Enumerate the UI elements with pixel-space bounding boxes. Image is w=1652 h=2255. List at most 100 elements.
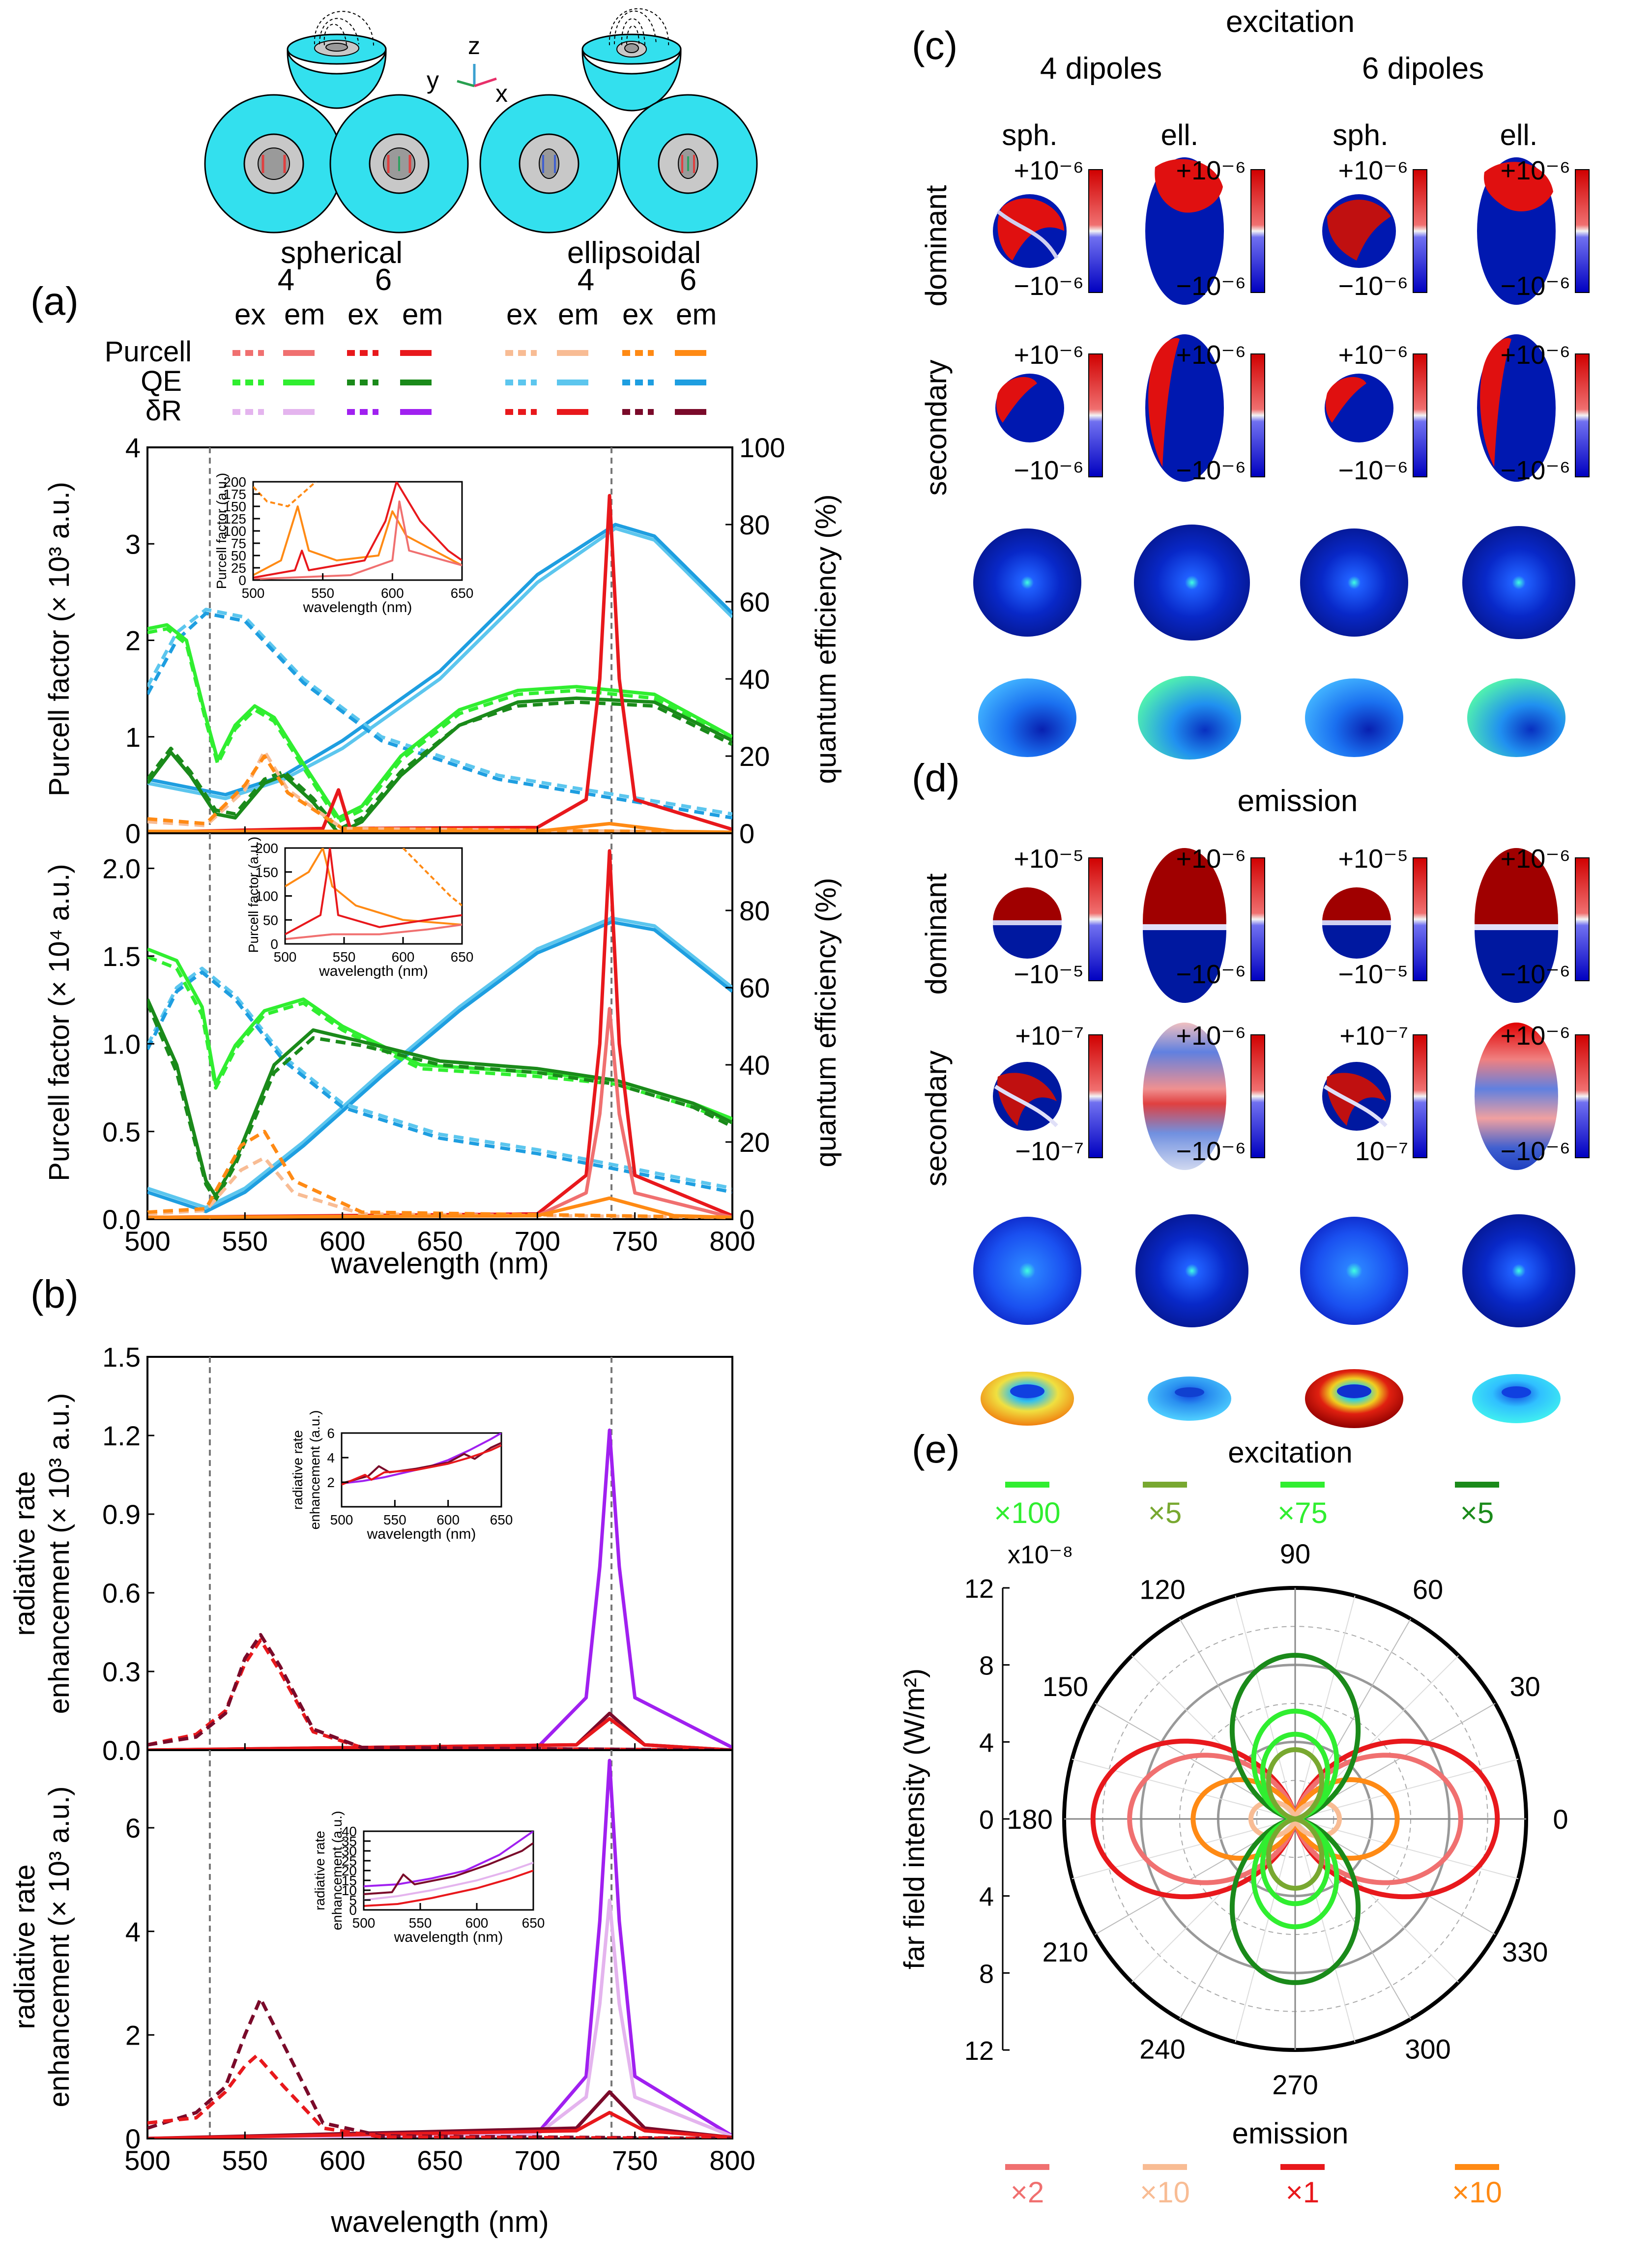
radial-tick-label: 4 (979, 1882, 994, 1912)
surface-sph-6-emission-dominant (1322, 887, 1391, 959)
emission-scale-label: ×10 (1452, 2176, 1502, 2209)
y-tick-label: 6 (327, 1426, 335, 1441)
radial-tick-label: 0 (979, 1805, 994, 1835)
schematic-dome-spherical (287, 11, 387, 109)
c-colorbar-min: −10⁻⁶ (1501, 456, 1570, 485)
series-line (147, 821, 732, 833)
farfield-c-3 (1305, 678, 1403, 757)
x-tick-label: 500 (124, 2145, 170, 2176)
polar-angle-label: 180 (1007, 1804, 1052, 1835)
y2-tick-label: 80 (739, 895, 770, 926)
plot-frame-a-top-inset (252, 481, 463, 581)
d-colorbar-min: −10⁻⁶ (1501, 1137, 1570, 1166)
series-line (147, 623, 732, 820)
series-group (342, 1433, 501, 1486)
y-tick-label: 4 (125, 432, 141, 463)
y-axis-label: Purcell factor (a.u.) (214, 473, 229, 589)
x-axis-label: wavelength (nm) (330, 2205, 549, 2238)
x-tick-label: 600 (319, 2145, 365, 2176)
d-colorbar-min: −10⁻⁶ (1501, 960, 1570, 989)
excitation-scale-label: ×5 (1148, 1496, 1182, 1529)
axis-x-label: x (495, 80, 508, 107)
panel-e-excitation: excitation (1228, 1436, 1352, 1469)
polar-angle-label: 60 (1413, 1574, 1443, 1605)
d-colorbar-max: +10⁻⁵ (1014, 844, 1084, 874)
series-line (364, 1862, 533, 1901)
series-line (364, 1842, 533, 1895)
series-line (285, 924, 462, 940)
y2-tick-label: 100 (739, 432, 785, 463)
polar-angle-label: 300 (1405, 2034, 1450, 2065)
c-colorbar-min: −10⁻⁶ (1176, 456, 1246, 485)
axis-z-label: z (468, 32, 480, 59)
surface-ell-4-emission-dominant (1143, 848, 1226, 1003)
polar-spoke (1295, 1818, 1356, 2043)
y-tick-label: 5 (349, 1893, 357, 1908)
y-axis-label: radiative rate (312, 1831, 327, 1910)
y2-tick-label: 20 (739, 1127, 770, 1158)
polar-spoke (1235, 1595, 1296, 1819)
y-tick-label: 2 (125, 625, 141, 656)
y-tick-label: 200 (223, 474, 246, 490)
c-colorbar (1250, 169, 1265, 293)
d-colorbar-max: +10⁻⁶ (1501, 1021, 1570, 1051)
d-colorbar-max: +10⁻⁶ (1501, 844, 1570, 874)
d-colorbar-min: −10⁻⁵ (1338, 960, 1409, 989)
polar-lobe (1190, 1777, 1400, 1861)
radial-tick-label: 4 (979, 1728, 994, 1757)
surface-sph-4-secondary-lobe (996, 377, 1037, 423)
polar-angle-label: 270 (1272, 2069, 1318, 2100)
surface-ell-6-dominant-lobe (1484, 162, 1553, 211)
chart-a-bottom: 500 550 600 650 700 750 8000.00.51.01.52.00204… (43, 832, 842, 1280)
c-colorbar-min: −10⁻⁶ (1501, 271, 1570, 301)
y-tick-label: 25 (231, 560, 246, 576)
c-colorbar (1413, 169, 1427, 293)
y-axis-label-line2: enhancement (× 10³ a.u.) (43, 1786, 75, 2108)
series-line (147, 1156, 732, 1219)
c-colorbar-max: +10⁻⁶ (1014, 340, 1084, 370)
d-colorbar (1575, 857, 1590, 981)
series-line (364, 1870, 533, 1907)
series-line (147, 754, 732, 833)
d-colorbar (1088, 1034, 1103, 1158)
row-label-dominant-d: dominant (920, 873, 953, 995)
x-tick-label: 550 (311, 586, 334, 601)
x-tick-label: 600 (392, 949, 415, 965)
nearfield-d-2 (1135, 1214, 1248, 1327)
legend-em-2: em (402, 298, 443, 331)
x-tick-label: 700 (515, 1226, 560, 1257)
legend-em-1: em (284, 298, 325, 331)
polar-lobe (1266, 1747, 1325, 1891)
y2-tick-label: 20 (739, 741, 770, 772)
polar-spoke (1295, 1595, 1356, 1819)
d-colorbar (1250, 1034, 1265, 1158)
x-tick-label: 800 (709, 1226, 755, 1257)
y2-tick-label: 40 (739, 1050, 770, 1081)
y-tick-label: 1.0 (102, 1028, 141, 1059)
surface-ell-4-secondary-lobe (1148, 338, 1180, 467)
surface-ell-4-emission-secondary (1143, 1023, 1226, 1170)
x-tick-label: 550 (222, 1226, 268, 1257)
nearfield-c-4 (1462, 526, 1575, 639)
panel-c-group-4: 4 dipoles (1040, 52, 1162, 86)
x-tick-label: 500 (124, 1226, 170, 1257)
c-colorbar (1575, 169, 1590, 293)
y-axis-label: radiative rate (9, 1471, 41, 1636)
nearfield-c-2 (1134, 525, 1250, 641)
d-colorbar-max: +10⁻⁵ (1338, 844, 1409, 874)
d-colorbar (1413, 1034, 1427, 1158)
c-colorbar-max: +10⁻⁶ (1501, 340, 1570, 370)
label-spherical: spherical (281, 236, 403, 270)
farfield-d-2 (1148, 1376, 1231, 1421)
disk-spherical-4 (204, 94, 344, 234)
radial-tick-label: 8 (979, 1651, 994, 1681)
x-tick-label: 800 (709, 2145, 755, 2176)
series-line (147, 920, 732, 1213)
label-ellipsoidal-6: 6 (680, 263, 696, 297)
d-colorbar (1575, 1034, 1590, 1158)
y-tick-label: 0.0 (102, 1204, 141, 1235)
surface-ell-6-emission-secondary (1475, 1023, 1558, 1170)
